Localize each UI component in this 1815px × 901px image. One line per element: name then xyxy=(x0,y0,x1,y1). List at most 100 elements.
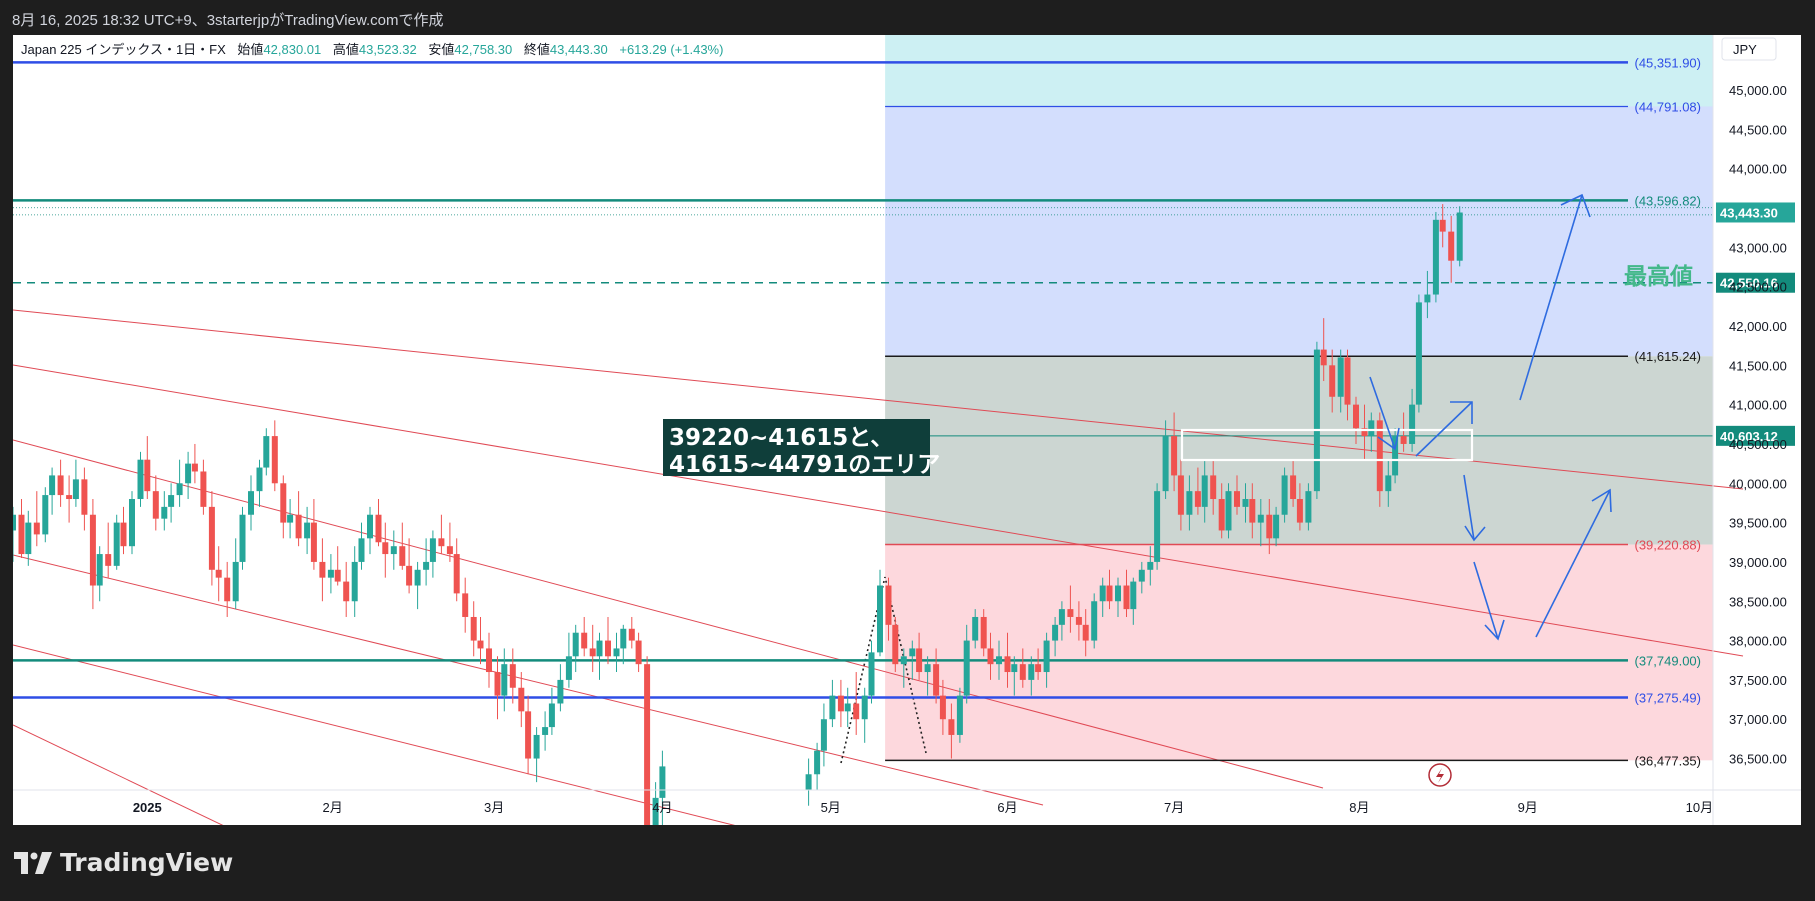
chart-frame[interactable]: (45,351.90) (44,791.08) (43,596.82) (41,615… xyxy=(13,35,1801,825)
candle xyxy=(1154,483,1161,570)
level-label: (36,477.35) xyxy=(1635,753,1702,768)
candle-body xyxy=(470,616,477,641)
tradingview-logo[interactable]: TradingView xyxy=(14,848,233,877)
candle-body xyxy=(837,695,844,712)
candle-body xyxy=(1361,428,1368,437)
candle xyxy=(263,428,270,476)
candle-body xyxy=(287,514,294,523)
candle xyxy=(1075,601,1082,641)
trend-line[interactable] xyxy=(13,644,773,825)
zone-pink xyxy=(885,544,1713,761)
trend-line[interactable] xyxy=(13,439,1324,789)
consolidation-box[interactable] xyxy=(1180,428,1474,462)
candle-body xyxy=(844,703,851,712)
candle-body xyxy=(548,703,555,728)
candle xyxy=(1242,483,1249,523)
candle xyxy=(652,782,659,825)
candle xyxy=(304,506,311,555)
candle-body xyxy=(1082,624,1089,641)
candle xyxy=(581,616,588,657)
candle-body xyxy=(987,648,994,665)
candle xyxy=(628,616,635,649)
candle xyxy=(89,499,96,610)
last-price-badge xyxy=(1716,202,1795,223)
candle-body xyxy=(814,750,821,775)
candle-body xyxy=(414,569,421,586)
candle-body xyxy=(120,522,127,547)
candle xyxy=(1296,483,1303,531)
price-tick-label: 42,000.00 xyxy=(1729,319,1787,334)
candle-body xyxy=(1415,302,1422,405)
time-tick-label: 7月 xyxy=(1164,800,1184,815)
arrow-icon[interactable] xyxy=(1535,488,1612,638)
trend-line[interactable] xyxy=(13,364,1744,657)
candle-body xyxy=(295,514,302,539)
candle-body xyxy=(1432,219,1439,295)
candle-body xyxy=(1313,349,1320,492)
time-tick-label: 9月 xyxy=(1518,800,1538,815)
candle-body xyxy=(924,664,931,673)
candle xyxy=(548,687,555,735)
dotted-projection xyxy=(840,576,927,764)
trend-line[interactable] xyxy=(13,554,1044,806)
high-value: 43,523.32 xyxy=(359,42,417,57)
price-tick-label: 40,500.00 xyxy=(1729,437,1787,452)
time-tick-label: 8月 xyxy=(1349,800,1369,815)
price-tick-label: 45,000.00 xyxy=(1729,83,1787,98)
arrow-icon[interactable] xyxy=(1473,561,1505,641)
candle xyxy=(382,522,389,578)
candle xyxy=(644,656,651,825)
candle xyxy=(477,616,484,665)
time-axis[interactable]: 2025 2月 3月 4月 5月 6月 7月 8月 9月 10月 xyxy=(133,800,1713,815)
candle-body xyxy=(200,471,207,507)
arrow-icon[interactable] xyxy=(1463,474,1486,542)
candle xyxy=(57,459,64,507)
price-axis[interactable]: 42,550.16 40,603.12 45,000.00 44,500.00 44,0… xyxy=(1716,83,1795,767)
candle xyxy=(72,459,79,507)
candle xyxy=(152,475,159,531)
candle-body xyxy=(1099,585,1106,602)
candle xyxy=(1257,499,1264,547)
candle-body xyxy=(829,695,836,720)
candle-body xyxy=(620,628,627,649)
arrow-icon[interactable] xyxy=(1369,376,1400,451)
candle xyxy=(256,459,263,507)
candle xyxy=(1028,656,1035,696)
candle-body xyxy=(605,640,611,657)
trend-line[interactable] xyxy=(13,724,243,825)
candle xyxy=(635,632,642,673)
candle-body xyxy=(939,695,946,720)
candle xyxy=(861,687,868,743)
candle xyxy=(414,561,421,610)
candle-body xyxy=(1123,585,1130,610)
arrow-icon[interactable] xyxy=(1519,193,1591,401)
candle xyxy=(1392,428,1399,484)
candle-body xyxy=(861,695,868,720)
candle xyxy=(885,577,892,641)
candle-body xyxy=(248,491,254,515)
candle-body xyxy=(596,640,603,657)
lightning-icon[interactable] xyxy=(1428,763,1452,787)
candle xyxy=(620,624,627,665)
annotation-box[interactable]: 39220~41615と、 41615~44791のエリア xyxy=(663,419,940,478)
candle-body xyxy=(81,479,88,515)
candle xyxy=(939,679,946,735)
candle-body xyxy=(933,664,940,696)
arrow-icon[interactable] xyxy=(1415,401,1473,457)
candle-body xyxy=(1424,294,1431,303)
candle xyxy=(208,491,215,586)
price-chart[interactable]: (45,351.90) (44,791.08) (43,596.82) (41,615… xyxy=(13,35,1801,825)
annotation-line-2: 41615~44791のエリア xyxy=(669,452,940,478)
candle-body xyxy=(1201,475,1208,507)
currency-button[interactable]: JPY xyxy=(1721,37,1777,61)
candle-body xyxy=(49,475,56,496)
candle-body xyxy=(581,632,588,649)
candle xyxy=(42,487,49,543)
candle xyxy=(542,711,549,751)
candle-body xyxy=(129,499,135,547)
candle xyxy=(446,522,453,562)
candle-body xyxy=(1400,436,1407,444)
candle-body xyxy=(589,648,596,657)
candle xyxy=(66,475,73,523)
candle-body xyxy=(453,554,460,594)
